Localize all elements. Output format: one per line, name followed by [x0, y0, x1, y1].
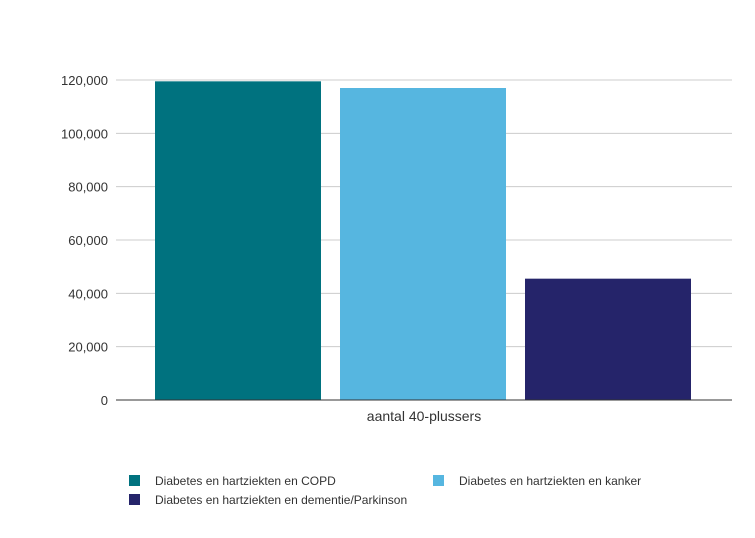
legend-label-3: Diabetes en hartziekten en dementie/Park…	[155, 493, 407, 507]
legend-swatch-1	[129, 475, 140, 486]
y-tick-label: 0	[101, 393, 108, 408]
y-tick-label: 80,000	[68, 180, 108, 195]
y-tick-label: 60,000	[68, 233, 108, 248]
bar-3	[525, 278, 691, 400]
y-tick-label: 40,000	[68, 286, 108, 301]
x-category-label: aantal 40-plussers	[367, 408, 481, 424]
bars	[155, 81, 691, 400]
y-tick-label: 120,000	[61, 73, 108, 88]
bar-1	[155, 81, 321, 400]
legend: Diabetes en hartziekten en COPD Diabetes …	[129, 474, 641, 507]
y-tick-label: 100,000	[61, 126, 108, 141]
legend-swatch-2	[433, 475, 444, 486]
legend-label-1: Diabetes en hartziekten en COPD	[155, 474, 336, 488]
legend-label-2: Diabetes en hartziekten en kanker	[459, 474, 641, 488]
axes: 0 20,000 40,000 60,000 80,000 100,000 120,000 a…	[61, 73, 732, 424]
bar-2	[340, 88, 506, 400]
legend-swatch-3	[129, 494, 140, 505]
y-tick-label: 20,000	[68, 340, 108, 355]
